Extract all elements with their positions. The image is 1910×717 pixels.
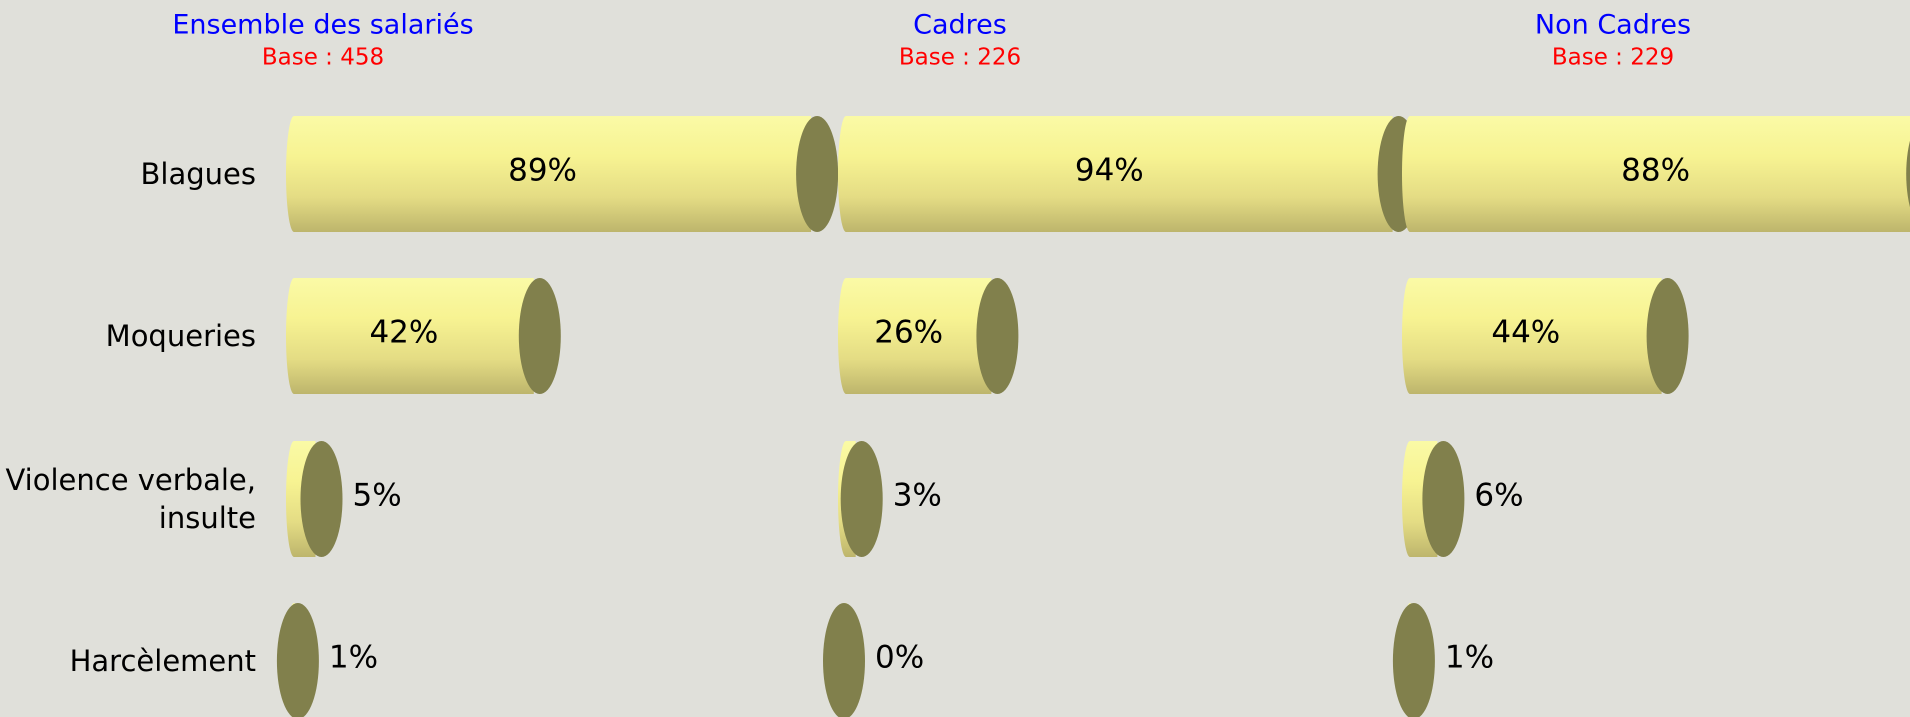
panel-subtitle: Base : 226 bbox=[899, 45, 1021, 71]
value-label: 42% bbox=[369, 315, 438, 351]
bar-cap-right bbox=[823, 603, 865, 717]
category-label: Violence verbale, insulte bbox=[5, 463, 256, 535]
value-label: 44% bbox=[1491, 315, 1560, 351]
category-label: Moqueries bbox=[105, 319, 256, 353]
bar bbox=[1392, 603, 1435, 717]
category-label: Blagues bbox=[140, 157, 256, 191]
bar-cap-right bbox=[300, 441, 343, 557]
value-label: 1% bbox=[1445, 640, 1494, 676]
panel-title: Cadres bbox=[913, 10, 1007, 41]
bar bbox=[1402, 116, 1910, 232]
bar bbox=[286, 441, 343, 557]
bar-cap-right bbox=[276, 603, 319, 717]
panel-subtitle: Base : 458 bbox=[262, 45, 384, 71]
bar-cap-right bbox=[796, 116, 839, 232]
value-label: 89% bbox=[508, 153, 577, 189]
value-label: 94% bbox=[1075, 153, 1144, 189]
bar-body bbox=[294, 278, 534, 394]
bar-cap-right bbox=[1422, 441, 1465, 557]
bar-cap-right bbox=[1646, 278, 1689, 394]
bar bbox=[838, 441, 883, 557]
bar-cap-right bbox=[840, 441, 883, 557]
bar bbox=[276, 603, 319, 717]
bar bbox=[286, 278, 561, 394]
bar bbox=[823, 603, 865, 717]
panel-title: Ensemble des salariés bbox=[172, 10, 473, 41]
bar-body bbox=[294, 116, 812, 232]
bar-body bbox=[846, 116, 1393, 232]
value-label: 0% bbox=[875, 640, 924, 676]
value-label: 1% bbox=[329, 640, 378, 676]
bar-cap-right bbox=[518, 278, 561, 394]
bar-body bbox=[1410, 116, 1910, 232]
bar-cap-right bbox=[1392, 603, 1435, 717]
category-label: Harcèlement bbox=[69, 644, 256, 678]
bar bbox=[1402, 441, 1465, 557]
panel-title: Non Cadres bbox=[1535, 10, 1691, 41]
value-label: 5% bbox=[353, 478, 402, 514]
bar-body bbox=[1410, 278, 1662, 394]
value-label: 88% bbox=[1621, 153, 1690, 189]
bar bbox=[838, 278, 1019, 394]
bar bbox=[286, 116, 839, 232]
value-label: 3% bbox=[893, 478, 942, 514]
bar bbox=[1402, 278, 1689, 394]
value-label: 6% bbox=[1474, 478, 1523, 514]
value-label: 26% bbox=[874, 315, 943, 351]
bar-body bbox=[846, 278, 992, 394]
bar-cap-right bbox=[1906, 140, 1910, 208]
bar-cap-right bbox=[976, 278, 1019, 394]
panel-subtitle: Base : 229 bbox=[1552, 45, 1674, 71]
